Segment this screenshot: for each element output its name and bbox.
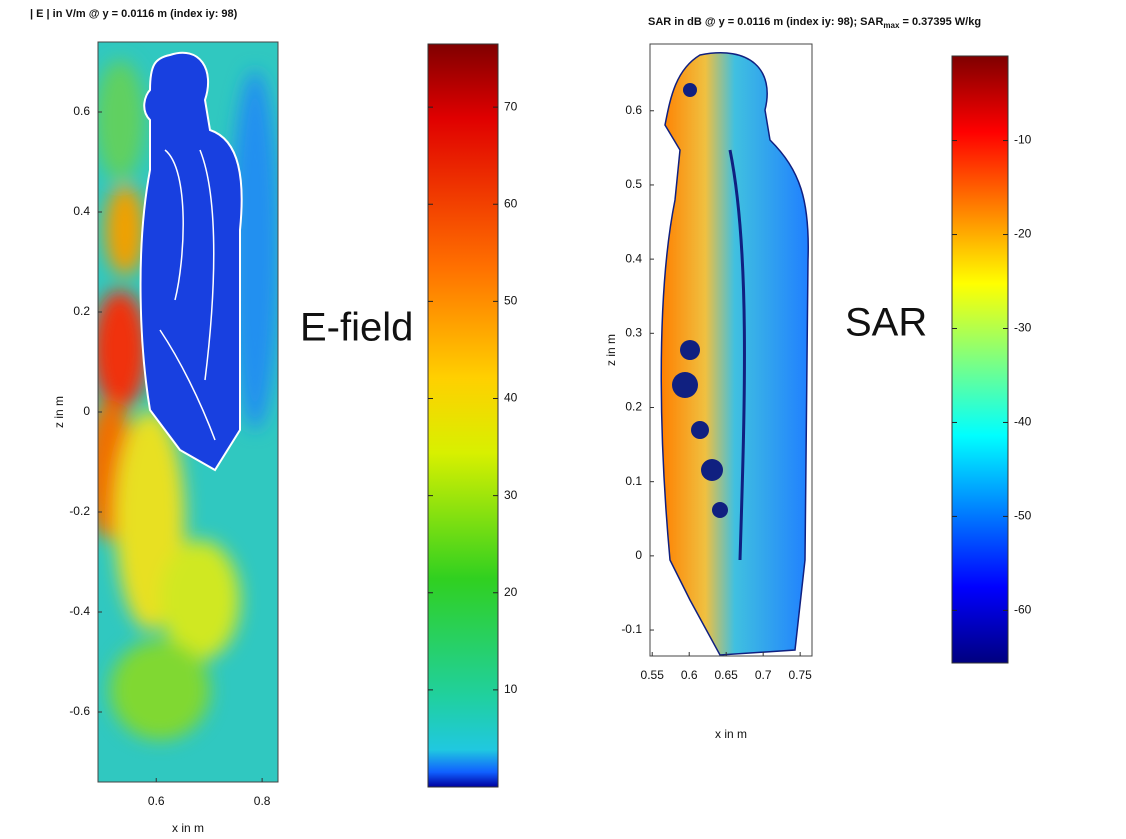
chart-title: | E | in V/m @ y = 0.0116 m (index iy: 9… <box>30 8 238 20</box>
y-tick-label: -0.1 <box>621 622 642 636</box>
colorbar <box>427 43 499 788</box>
sar-map <box>650 44 812 656</box>
x-tick-label: 0.7 <box>755 668 772 682</box>
y-tick-label: 0.1 <box>625 474 642 488</box>
y-tick-label: -0.4 <box>69 604 90 618</box>
annotation: SAR <box>845 301 927 345</box>
colorbar-tick-label: 70 <box>504 99 518 113</box>
y-tick-label: 0 <box>83 404 90 418</box>
x-tick-label: 0.6 <box>148 794 165 808</box>
colorbar-tick-label: -30 <box>1014 321 1032 335</box>
colorbar-tick-label: 20 <box>504 585 518 599</box>
y-tick-label: 0.4 <box>73 204 90 218</box>
x-tick-label: 0.55 <box>641 668 665 682</box>
title-part: SAR in dB @ y = 0.0116 m (index iy: 98);… <box>648 16 883 28</box>
plot-frame <box>649 43 813 657</box>
colorbar-tick-label: 10 <box>504 682 518 696</box>
colorbar-tick-label: 60 <box>504 196 518 210</box>
y-tick-label: 0.5 <box>625 177 642 191</box>
chart-title: SAR in dB @ y = 0.0116 m (index iy: 98);… <box>648 16 981 30</box>
title-part: = 0.37395 W/kg <box>899 16 981 28</box>
colorbar <box>951 55 1009 664</box>
colorbar-tick-label: 30 <box>504 488 518 502</box>
y-tick-label: 0.3 <box>625 325 642 339</box>
y-tick-label: 0.6 <box>625 103 642 117</box>
colorbar-tick-label: 50 <box>504 294 518 308</box>
annotation: E-field <box>300 306 413 350</box>
x-axis-label: x in m <box>715 727 747 741</box>
colorbar-tick-label: -20 <box>1014 227 1032 241</box>
y-tick-label: 0.2 <box>73 304 90 318</box>
x-tick-label: 0.75 <box>788 668 812 682</box>
y-axis-label: z in m <box>604 334 618 366</box>
y-tick-label: 0 <box>635 548 642 562</box>
y-tick-label: 0.4 <box>625 251 642 265</box>
x-tick-label: 0.65 <box>715 668 739 682</box>
y-tick-label: 0.2 <box>625 400 642 414</box>
x-tick-label: 0.8 <box>254 794 271 808</box>
y-tick-label: 0.6 <box>73 104 90 118</box>
colorbar-tick-label: -50 <box>1014 509 1032 523</box>
title-sub: max <box>883 21 900 30</box>
e-field-map <box>98 42 278 782</box>
colorbar-tick-label: 40 <box>504 391 518 405</box>
colorbar-tick-label: -10 <box>1014 133 1032 147</box>
y-tick-label: -0.6 <box>69 704 90 718</box>
x-axis-label: x in m <box>172 821 204 835</box>
colorbar-tick-label: -60 <box>1014 603 1032 617</box>
colorbar-tick-label: -40 <box>1014 415 1032 429</box>
y-axis-label: z in m <box>52 396 66 428</box>
y-tick-label: -0.2 <box>69 504 90 518</box>
x-tick-label: 0.6 <box>681 668 698 682</box>
